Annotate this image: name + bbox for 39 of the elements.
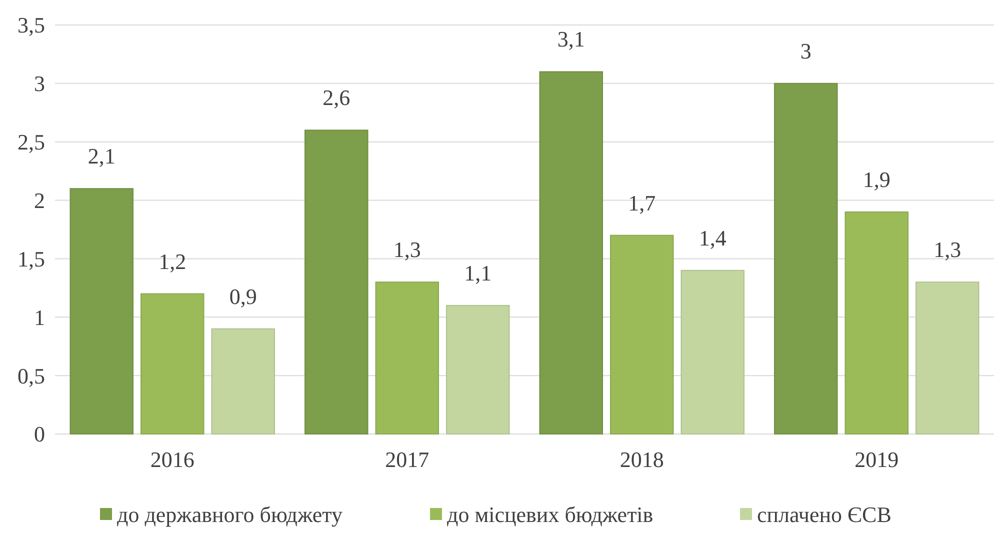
legend-label: до державного бюджету — [117, 502, 342, 527]
bar — [680, 270, 744, 434]
data-label: 1,1 — [464, 260, 492, 286]
bar — [915, 282, 980, 434]
x-tick-label: 2018 — [620, 447, 664, 472]
bar — [375, 282, 439, 434]
data-label: 1,3 — [934, 237, 962, 262]
y-tick-label: 0 — [34, 422, 45, 447]
bar — [304, 130, 368, 434]
x-tick-label: 2016 — [150, 447, 194, 472]
data-label: 0,9 — [229, 284, 257, 309]
y-tick-label: 2 — [34, 188, 45, 213]
bar — [844, 211, 908, 434]
legend-label: до місцевих бюджетів — [447, 502, 654, 527]
legend-label: сплачено ЄСВ — [757, 502, 892, 527]
y-tick-label: 3 — [34, 71, 45, 96]
bar — [539, 71, 604, 434]
data-label: 1,2 — [158, 248, 186, 274]
data-label: 3,1 — [557, 26, 585, 52]
y-tick-label: 2,5 — [18, 130, 45, 155]
bar — [446, 304, 510, 434]
y-tick-label: 1,5 — [18, 246, 45, 272]
data-label: 1,3 — [393, 237, 421, 262]
y-tick-label: 0,5 — [18, 363, 45, 388]
data-label: 3 — [800, 38, 812, 64]
data-label: 2,1 — [88, 144, 116, 169]
bar — [774, 82, 838, 434]
data-label: 1,7 — [628, 190, 656, 216]
x-tick-label: 2017 — [385, 447, 430, 472]
bar — [211, 328, 275, 434]
data-label: 1,4 — [698, 225, 726, 250]
y-tick-label: 3,5 — [18, 12, 45, 38]
x-tick-label: 2019 — [854, 447, 899, 472]
data-label: 1,9 — [862, 166, 890, 192]
bar — [70, 188, 134, 434]
bar — [610, 234, 674, 434]
data-label: 2,6 — [322, 85, 350, 110]
bar — [140, 293, 204, 434]
y-tick-label: 1 — [34, 304, 45, 330]
